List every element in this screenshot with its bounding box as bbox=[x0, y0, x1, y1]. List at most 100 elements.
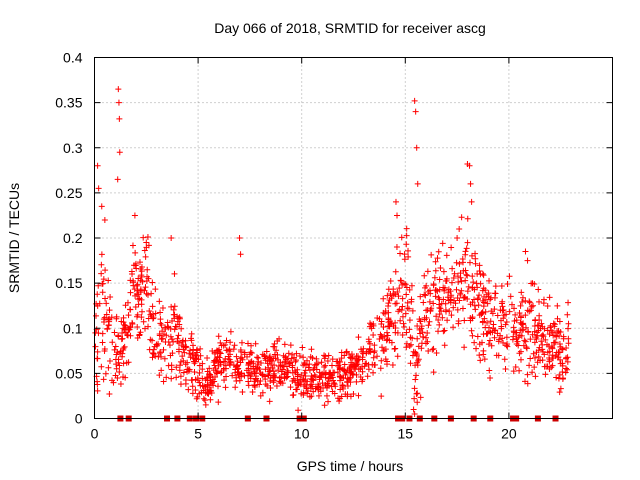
data-point bbox=[420, 333, 427, 340]
data-point bbox=[498, 283, 505, 290]
data-point bbox=[512, 364, 519, 371]
data-point bbox=[271, 351, 278, 358]
data-point bbox=[460, 259, 467, 266]
data-point bbox=[114, 349, 121, 356]
data-point bbox=[403, 225, 410, 232]
data-point bbox=[436, 296, 443, 303]
data-point bbox=[218, 342, 225, 349]
data-point bbox=[524, 371, 531, 378]
data-point bbox=[247, 349, 254, 356]
data-point bbox=[516, 367, 523, 374]
data-point bbox=[425, 322, 432, 329]
data-point bbox=[176, 367, 183, 374]
data-point bbox=[251, 378, 258, 385]
data-point bbox=[168, 366, 175, 373]
data-point bbox=[163, 374, 170, 381]
data-point bbox=[385, 309, 392, 316]
data-point bbox=[528, 303, 535, 310]
data-point bbox=[422, 292, 429, 299]
data-point bbox=[371, 347, 378, 354]
data-point bbox=[137, 287, 144, 294]
data-point bbox=[113, 315, 120, 322]
data-point bbox=[348, 355, 355, 362]
data-point bbox=[469, 273, 476, 280]
data-point bbox=[159, 335, 166, 342]
data-point bbox=[115, 99, 122, 106]
data-point bbox=[393, 300, 400, 307]
data-point bbox=[462, 294, 469, 301]
data-point bbox=[166, 342, 173, 349]
data-point bbox=[101, 216, 108, 223]
data-point bbox=[371, 349, 378, 356]
data-point bbox=[286, 360, 293, 367]
data-point bbox=[448, 312, 455, 319]
data-point bbox=[98, 251, 105, 258]
data-point bbox=[189, 383, 196, 390]
y-tick-label: 0.05 bbox=[55, 365, 82, 381]
data-point bbox=[282, 359, 289, 366]
data-point bbox=[418, 345, 425, 352]
data-point bbox=[215, 383, 222, 390]
data-point bbox=[359, 368, 366, 375]
data-point bbox=[437, 305, 444, 312]
data-point bbox=[178, 325, 185, 332]
data-point bbox=[395, 293, 402, 300]
data-point bbox=[478, 310, 485, 317]
data-point bbox=[233, 378, 240, 385]
data-point bbox=[101, 314, 108, 321]
data-point bbox=[365, 361, 372, 368]
data-point bbox=[187, 335, 194, 342]
data-point bbox=[499, 307, 506, 314]
data-point bbox=[277, 380, 284, 387]
data-point bbox=[157, 309, 164, 316]
data-point bbox=[485, 341, 492, 348]
data-point bbox=[454, 273, 461, 280]
data-point bbox=[293, 357, 300, 364]
data-point bbox=[179, 353, 186, 360]
data-point bbox=[517, 356, 524, 363]
data-point bbox=[226, 348, 233, 355]
data-point bbox=[283, 374, 290, 381]
data-point bbox=[148, 290, 155, 297]
data-point bbox=[426, 298, 433, 305]
data-point bbox=[476, 352, 483, 359]
data-point bbox=[480, 351, 487, 358]
data-point bbox=[501, 312, 508, 319]
data-point bbox=[480, 272, 487, 279]
data-point bbox=[131, 212, 138, 219]
data-point bbox=[503, 318, 510, 325]
data-point bbox=[412, 108, 419, 115]
data-point bbox=[473, 280, 480, 287]
data-point bbox=[343, 349, 350, 356]
data-point bbox=[300, 354, 307, 361]
data-point bbox=[145, 323, 152, 330]
data-point bbox=[92, 343, 99, 350]
data-point bbox=[168, 375, 175, 382]
data-point bbox=[355, 334, 362, 341]
data-point bbox=[474, 295, 481, 302]
data-point bbox=[149, 354, 156, 361]
data-point bbox=[432, 267, 439, 274]
data-point bbox=[254, 361, 261, 368]
y-tick-label: 0.4 bbox=[63, 50, 83, 66]
data-point bbox=[434, 255, 441, 262]
data-point bbox=[210, 367, 217, 374]
data-point bbox=[276, 374, 283, 381]
data-point bbox=[441, 327, 448, 334]
data-point bbox=[393, 243, 400, 250]
data-point bbox=[277, 362, 284, 369]
data-point bbox=[495, 352, 502, 359]
data-point bbox=[157, 348, 164, 355]
data-point bbox=[489, 310, 496, 317]
data-point bbox=[94, 291, 101, 298]
data-point bbox=[454, 235, 461, 241]
data-point bbox=[518, 289, 525, 296]
data-point bbox=[203, 374, 210, 381]
data-point bbox=[523, 345, 530, 352]
data-point bbox=[142, 284, 149, 291]
data-point bbox=[497, 332, 504, 339]
data-point bbox=[441, 287, 448, 294]
data-point bbox=[201, 383, 208, 390]
data-point bbox=[222, 362, 229, 369]
data-point bbox=[265, 371, 272, 378]
